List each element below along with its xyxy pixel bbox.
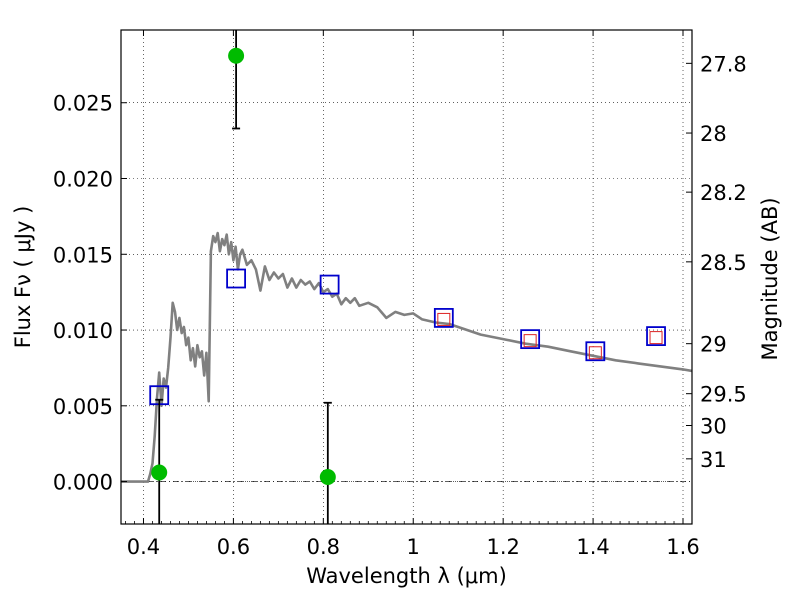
x-tick-label: 1.4: [576, 535, 609, 559]
magnitude-tick-label: 29: [700, 333, 727, 357]
y-tick-label: 0.015: [53, 243, 113, 267]
y-tick-label: 0.010: [53, 319, 113, 343]
synthetic-photometry-marker: [649, 331, 663, 345]
model-photometry-marker: [319, 274, 340, 295]
y-tick-label: 0.005: [53, 395, 113, 419]
y-tick-label: 0.000: [53, 471, 113, 495]
synthetic-photometry-marker: [523, 334, 537, 348]
magnitude-tick-label: 30: [700, 415, 727, 439]
model-photometry-marker: [646, 326, 666, 346]
right-y-axis-label: Magnitude (AB): [758, 197, 782, 360]
x-tick-label: 1: [407, 535, 420, 559]
synthetic-photometry-marker: [588, 346, 602, 360]
axis-ticks: 0.4 0.6 0.8 1 1.2 1.4 1.6 0.000 0.005 0.010 0.015 0…: [53, 30, 747, 559]
magnitude-tick-label: 28: [700, 122, 727, 146]
axes-frame: [120, 29, 693, 525]
magnitude-tick-label: 27.8: [700, 52, 747, 76]
x-tick-label: 0.4: [127, 535, 160, 559]
observed-flux-point: [228, 47, 245, 64]
observed-flux-point: [319, 469, 336, 486]
plot-area: [121, 30, 692, 524]
grid-lines: [121, 30, 692, 524]
x-axis-label: Wavelength λ (μm): [306, 564, 507, 588]
model-photometry-marker: [585, 341, 606, 362]
y-tick-label: 0.025: [53, 92, 113, 116]
magnitude-tick-label: 31: [700, 448, 727, 472]
magnitude-tick-label: 29.5: [700, 383, 747, 407]
x-tick-label: 1.6: [666, 535, 699, 559]
x-tick-label: 1.2: [486, 535, 519, 559]
y-tick-label: 0.020: [53, 168, 113, 192]
magnitude-tick-label: 28.5: [700, 251, 747, 275]
model-photometry-marker: [433, 308, 454, 328]
synthetic-photometry-marker: [437, 312, 451, 326]
observed-flux-point: [151, 464, 168, 481]
x-tick-label: 0.6: [217, 535, 250, 559]
model-photometry-marker: [520, 329, 541, 350]
magnitude-tick-label: 28.2: [700, 181, 747, 205]
y-axis-label: Flux Fν ( μJy ): [11, 206, 35, 349]
model-photometry-marker: [226, 268, 246, 289]
model-sed-line: [121, 231, 692, 483]
x-tick-label: 0.8: [307, 535, 340, 559]
